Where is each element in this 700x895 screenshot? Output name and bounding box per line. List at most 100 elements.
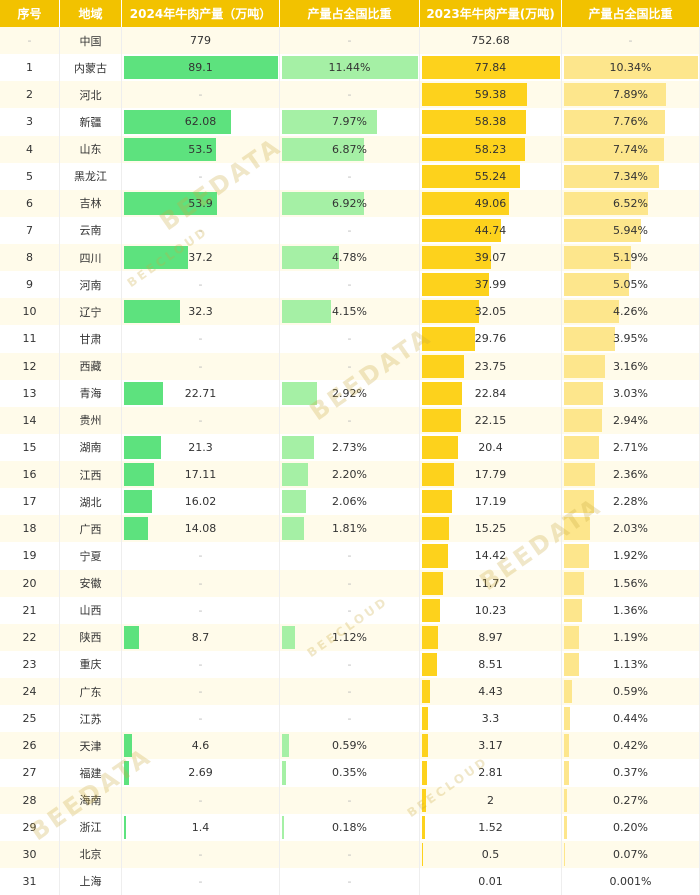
table-cell: -	[280, 325, 420, 353]
data-bar	[564, 680, 572, 704]
table-cell: 4	[0, 135, 60, 163]
table-cell: 山西	[60, 596, 122, 624]
table-cell: -	[280, 27, 420, 55]
table-cell: 20	[0, 569, 60, 597]
cell-text: 7.76%	[613, 115, 648, 129]
cell-text: -	[347, 712, 352, 726]
cell-text: 4.78%	[332, 251, 367, 265]
data-bar	[124, 815, 127, 839]
table-cell: -	[122, 162, 280, 190]
data-bar	[564, 652, 579, 676]
data-bar	[564, 191, 649, 215]
table-cell: 19	[0, 542, 60, 570]
data-bar	[124, 381, 164, 405]
table-cell: -	[122, 325, 280, 353]
table-cell: 0.59%	[280, 732, 420, 760]
table-cell: 四川	[60, 244, 122, 272]
cell-text: 53.5	[188, 142, 213, 156]
table-cell: 21	[0, 596, 60, 624]
cell-text: -	[198, 223, 203, 237]
cell-text: 0.35%	[332, 766, 367, 780]
cell-text: -	[347, 549, 352, 563]
data-bar	[282, 490, 307, 514]
data-bar	[564, 218, 641, 242]
row-bg	[0, 759, 700, 787]
data-bar	[124, 734, 132, 758]
cell-text: 58.38	[474, 115, 507, 129]
cell-text: 55.24	[474, 169, 507, 183]
cell-text: 3.95%	[613, 332, 648, 346]
table-cell: 10	[0, 298, 60, 326]
table-cell: 752.68	[420, 27, 562, 55]
table-cell: 7.34%	[562, 162, 700, 190]
data-bar	[564, 327, 616, 351]
data-bar	[422, 435, 459, 459]
data-bar	[124, 191, 218, 215]
cell-text: 4	[26, 142, 33, 156]
cell-text: -	[347, 359, 352, 373]
cell-text: 0.07%	[613, 847, 648, 861]
cell-text: -	[347, 874, 352, 888]
table-cell: 12	[0, 352, 60, 380]
table-cell: 陕西	[60, 623, 122, 651]
cell-text: -	[198, 549, 203, 563]
cell-text: 4.26%	[613, 305, 648, 319]
data-bar	[422, 544, 448, 568]
table-cell: 1.52	[420, 813, 562, 841]
table-cell: 4.6	[122, 732, 280, 760]
data-bar	[422, 327, 475, 351]
table-cell: 14.08	[122, 515, 280, 543]
cell-text: 广东	[79, 685, 102, 699]
cell-text: 江西	[79, 468, 102, 482]
data-bar	[564, 815, 567, 839]
table-cell: 25	[0, 705, 60, 733]
table-cell: 6.87%	[280, 135, 420, 163]
table-cell: -	[562, 27, 700, 55]
cell-text: 8.51	[478, 657, 503, 671]
cell-text: 湖北	[79, 495, 102, 509]
data-bar	[564, 490, 594, 514]
cell-text: 32.3	[188, 305, 213, 319]
cell-text: -	[198, 278, 203, 292]
table-cell: 0.07%	[562, 840, 700, 868]
table-cell: 7.76%	[562, 108, 700, 136]
cell-text: 13	[22, 386, 37, 400]
data-bar	[282, 761, 287, 785]
data-bar	[564, 408, 603, 432]
table-cell: 17.19	[420, 488, 562, 516]
cell-text: 10.23	[474, 603, 507, 617]
table-cell: 4.78%	[280, 244, 420, 272]
data-bar	[564, 571, 585, 595]
cell-text: 5.05%	[613, 278, 648, 292]
row-bg	[0, 623, 700, 651]
table-cell: 779	[122, 27, 280, 55]
cell-text: 7	[26, 223, 33, 237]
cell-text: 6.92%	[332, 196, 367, 210]
data-bar	[422, 381, 463, 405]
table-cell: 23.75	[420, 352, 562, 380]
cell-text: 河南	[79, 278, 102, 292]
cell-text: 44.74	[474, 223, 507, 237]
table-cell: 0.001%	[562, 867, 700, 895]
data-bar	[564, 625, 580, 649]
data-bar	[564, 164, 660, 188]
data-bar	[564, 598, 582, 622]
data-bar	[282, 110, 377, 134]
table-cell: 5.05%	[562, 271, 700, 299]
table-cell: 6	[0, 189, 60, 217]
cell-text: 辽宁	[79, 305, 102, 319]
data-bar	[124, 490, 152, 514]
cell-text: 西藏	[79, 360, 102, 374]
cell-text: 4.15%	[332, 305, 367, 319]
table-cell: -	[122, 406, 280, 434]
cell-text: 0.59%	[613, 685, 648, 699]
table-cell: 89.1	[122, 54, 280, 82]
table-cell: 贵州	[60, 406, 122, 434]
row-bg	[0, 705, 700, 733]
cell-text: 2	[26, 88, 33, 102]
table-cell: 2	[420, 786, 562, 814]
cell-text: -	[198, 576, 203, 590]
table-cell: 11.72	[420, 569, 562, 597]
table-cell: 9	[0, 271, 60, 299]
table-cell: -	[122, 840, 280, 868]
